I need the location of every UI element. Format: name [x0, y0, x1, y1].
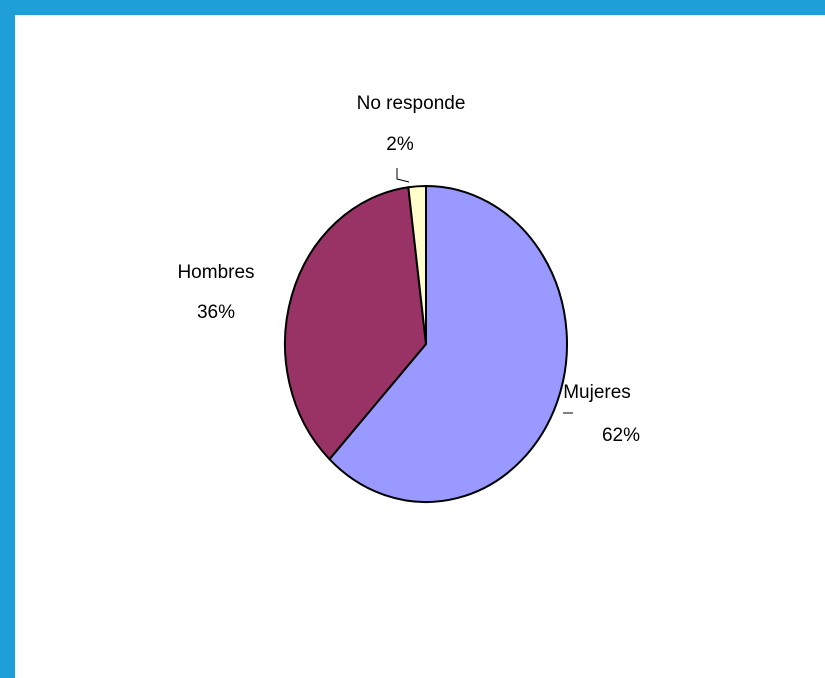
pie-slice-mujeres — [328, 185, 568, 503]
slice-percent-mujeres: 62% — [602, 425, 640, 446]
pie-slice-hombres — [284, 186, 427, 461]
pie-slice-no-responde — [407, 185, 427, 345]
pie-chart: Mujeres 62% Hombres 36% No responde 2% — [177, 93, 640, 503]
slice-label-hombres: Hombres — [177, 262, 254, 283]
leader-line-no-responde — [396, 168, 410, 183]
slice-label-mujeres: Mujeres — [563, 382, 631, 403]
chart-area: Mujeres 62% Hombres 36% No responde 2% — [15, 15, 825, 678]
slice-percent-hombres: 36% — [197, 302, 235, 323]
slice-percent-no-responde: 2% — [386, 134, 414, 155]
slice-label-no-responde: No responde — [357, 93, 466, 114]
